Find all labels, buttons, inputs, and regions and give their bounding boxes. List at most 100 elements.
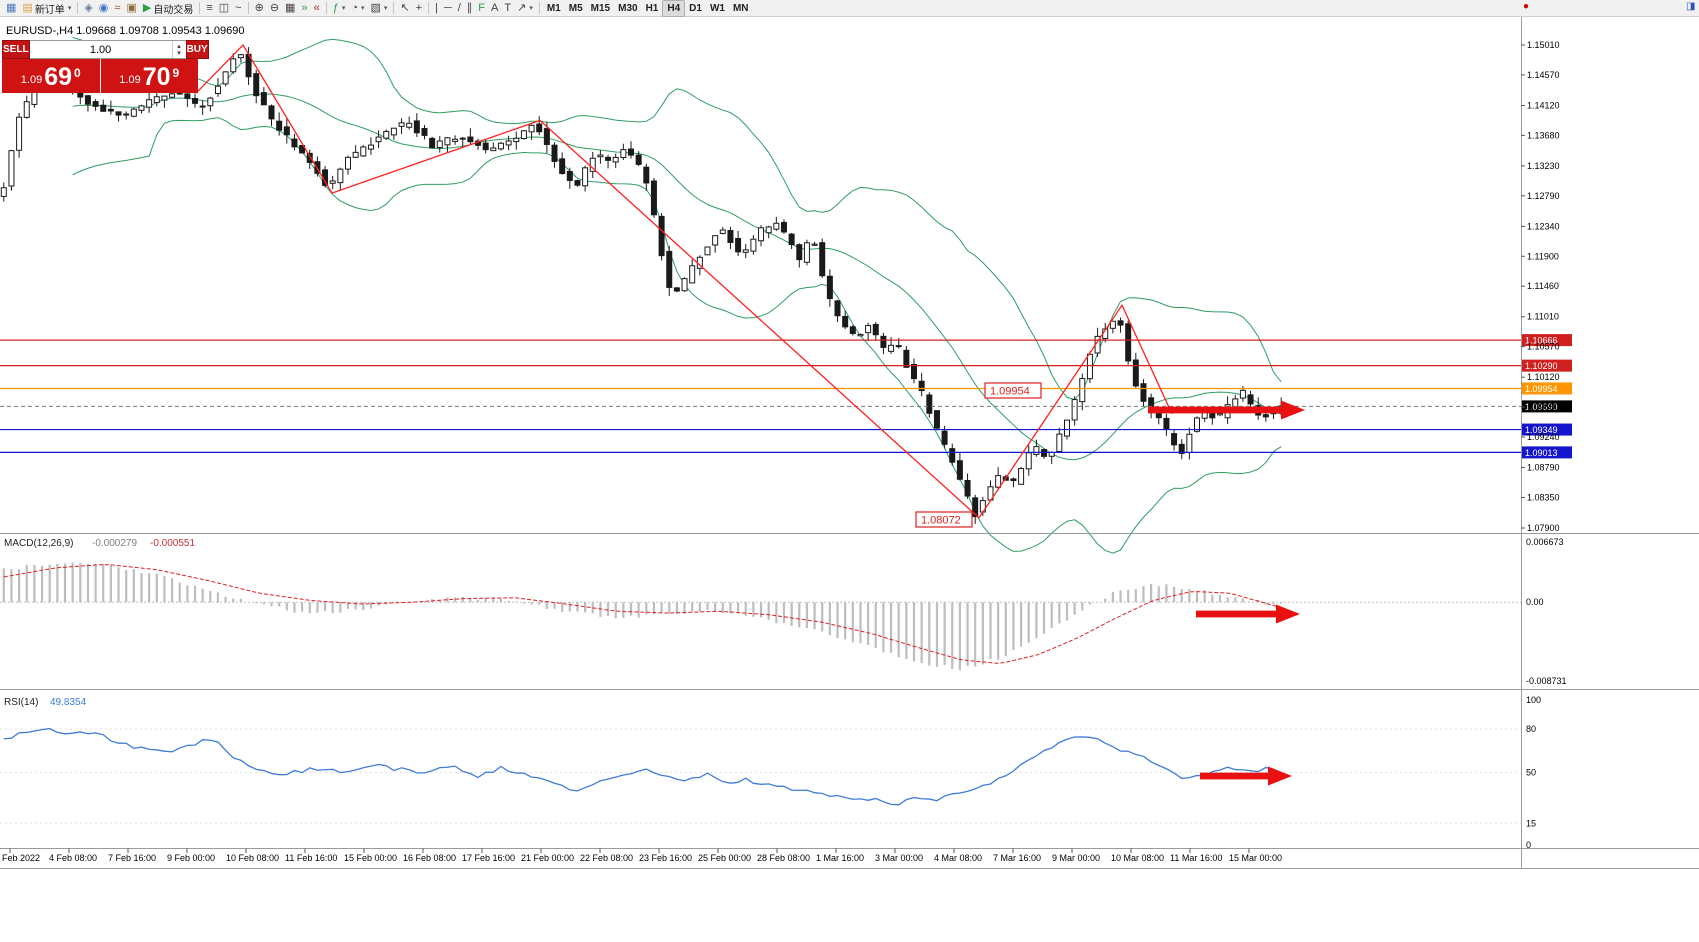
alerts-button[interactable]: ◉ (96, 1, 112, 16)
sell-button[interactable]: SELL (2, 40, 30, 59)
timeframe-m15[interactable]: M15 (587, 1, 614, 16)
buy-price-tile[interactable]: 1.09 70 9 (100, 59, 198, 93)
sell-price-big: 69 (44, 63, 73, 92)
volume-spin-buttons: ▴ ▾ (171, 41, 186, 58)
toolbar-separator (325, 2, 327, 14)
volume-spinner[interactable]: ▴ ▾ (29, 40, 186, 59)
tile-windows-button[interactable]: ▦ (282, 1, 298, 16)
auto-trading-button-label: 自动交易 (153, 4, 194, 16)
horizontal-line-button[interactable]: ─ (441, 1, 455, 16)
timeframe-mn-label: MN (732, 2, 749, 14)
svg-text:11 Feb 16:00: 11 Feb 16:00 (285, 853, 337, 863)
svg-text:100: 100 (1526, 695, 1541, 705)
new-order-button[interactable]: ▤ 新订单 ▾ (19, 1, 74, 16)
fibonacci-icon: F (478, 1, 486, 14)
trendline-button[interactable]: / (455, 1, 464, 16)
price-chart: 1.09954 1.08072 (0, 36, 1521, 554)
line-chart-icon: ~ (235, 1, 242, 14)
zoom-out-icon: ⊖ (269, 1, 280, 14)
record-icon[interactable]: ● (1523, 1, 1530, 12)
zoom-in-button[interactable]: ⊕ (252, 1, 267, 16)
play-icon: ▶ (142, 1, 152, 14)
timeframe-m1[interactable]: M1 (543, 1, 565, 16)
candlestick-chart-button[interactable]: ◫ (216, 1, 232, 16)
timeframe-m5-label: M5 (568, 2, 583, 14)
toolbar-separator (393, 2, 395, 14)
zoom-out-button[interactable]: ⊖ (267, 1, 282, 16)
svg-text:1.12790: 1.12790 (1527, 191, 1560, 201)
volume-down-icon[interactable]: ▾ (177, 49, 181, 57)
timeframe-mn[interactable]: MN (729, 1, 753, 16)
svg-text:50: 50 (1526, 768, 1536, 778)
buy-price-prefix: 1.09 (119, 74, 141, 86)
caret-down-icon: ▾ (67, 5, 72, 12)
svg-text:25 Feb 00:00: 25 Feb 00:00 (698, 853, 751, 863)
fibonacci-button[interactable]: F (475, 1, 488, 16)
vertical-line-button[interactable]: | (432, 1, 441, 16)
svg-text:15 Feb 00:00: 15 Feb 00:00 (344, 853, 397, 863)
profiles-button[interactable]: ◈ (81, 1, 95, 16)
svg-text:1.09954: 1.09954 (1525, 384, 1558, 394)
svg-text:10 Feb 08:00: 10 Feb 08:00 (226, 853, 279, 863)
timeframe-h4[interactable]: H4 (662, 0, 686, 17)
svg-text:10 Mar 08:00: 10 Mar 08:00 (1111, 853, 1164, 863)
market-button[interactable]: ▣ (123, 1, 139, 16)
new-order-button-label: 新订单 (34, 4, 65, 16)
tile-windows-icon: ▦ (285, 1, 296, 14)
svg-text:1.09240: 1.09240 (1527, 432, 1560, 442)
arrows-button[interactable]: ↗ ▾ (514, 1, 536, 16)
panel-toggle-icon[interactable]: ◨ (1686, 1, 1696, 12)
timeframe-w1-label: W1 (709, 2, 725, 14)
svg-text:7 Mar 16:00: 7 Mar 16:00 (993, 853, 1041, 863)
buy-price-big: 70 (142, 63, 171, 92)
svg-text:1 Mar 16:00: 1 Mar 16:00 (816, 853, 864, 863)
crosshair-button[interactable]: + (413, 1, 425, 16)
auto-trading-button[interactable]: ▶ 自动交易 (140, 1, 196, 16)
indicators-button[interactable]: ƒ ▾ (330, 1, 349, 16)
text-button[interactable]: A (488, 1, 501, 16)
cursor-button[interactable]: ↖ (397, 1, 412, 16)
rsi-label: RSI(14) (4, 697, 38, 708)
chart-axes: 1.106661.102901.099541.093491.090131.096… (0, 17, 1699, 869)
chart-shift-button[interactable]: « (311, 1, 323, 16)
channel-button[interactable]: ∥ (464, 1, 476, 16)
svg-text:11 Mar 16:00: 11 Mar 16:00 (1170, 853, 1222, 863)
signals-button[interactable]: ≈ (111, 1, 123, 16)
timeframe-d1[interactable]: D1 (685, 1, 706, 16)
bar-chart-button[interactable]: ≡ (203, 1, 215, 16)
svg-text:15: 15 (1526, 818, 1536, 828)
volume-input[interactable] (29, 41, 172, 58)
svg-text:1.12340: 1.12340 (1527, 221, 1560, 231)
templates-button[interactable]: ▧ ▾ (368, 1, 391, 16)
timeframe-d1-label: D1 (689, 2, 702, 14)
chart-canvas[interactable]: 1.09954 1.08072 MACD(12,26,9) -0.000279 -… (0, 17, 1699, 942)
timeframe-h1[interactable]: H1 (642, 1, 663, 16)
auto-scroll-button[interactable]: » (298, 1, 310, 16)
macd-label: MACD(12,26,9) (4, 538, 73, 549)
svg-text:28 Feb 08:00: 28 Feb 08:00 (757, 853, 810, 863)
macd-value-main: -0.000279 (92, 538, 137, 549)
label-button[interactable]: T (501, 1, 514, 16)
timeframe-m5[interactable]: M5 (565, 1, 587, 16)
crosshair-icon: + (415, 1, 423, 14)
bell-icon: ◉ (98, 1, 109, 14)
svg-text:0: 0 (1526, 840, 1531, 850)
timeframe-w1[interactable]: W1 (706, 1, 729, 16)
compass-icon: ◈ (84, 1, 93, 14)
svg-text:1.09680: 1.09680 (1527, 402, 1560, 412)
svg-text:1.11010: 1.11010 (1527, 312, 1559, 322)
buy-button[interactable]: BUY (185, 40, 209, 59)
timeframe-m1-label: M1 (546, 2, 561, 14)
sell-price-tile[interactable]: 1.09 69 0 (2, 59, 100, 93)
svg-text:1.10570: 1.10570 (1527, 342, 1560, 352)
svg-text:1.10666: 1.10666 (1525, 336, 1558, 346)
timeframe-h4-label: H4 (667, 2, 681, 14)
caret-down-icon: ▾ (383, 5, 388, 12)
toolbar: ▦ ▤ 新订单 ▾ ◈ ◉ ≈ ▣ ▶ 自动交易 ≡ ◫ ~ ⊕ ⊖ ▦» «ƒ ▾ ◔ ▾ ▧ ▾ ↖ + | ─ / ∥ F A T ↗ ▾… (0, 0, 1699, 17)
timeframe-m30[interactable]: M30 (614, 1, 641, 16)
periods-button[interactable]: ◔ ▾ (348, 1, 367, 16)
new-chart-button[interactable]: ▦ (3, 1, 19, 16)
line-chart-button[interactable]: ~ (232, 1, 244, 16)
volume-up-icon[interactable]: ▴ (177, 42, 181, 50)
